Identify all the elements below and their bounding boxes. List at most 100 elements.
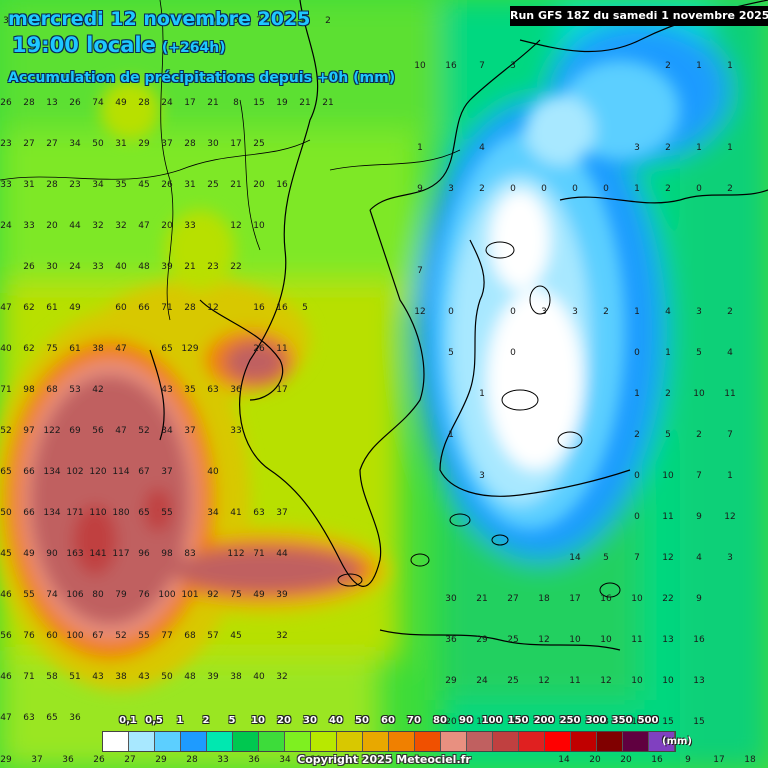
- grid-value: 35: [184, 385, 195, 395]
- grid-value: 65: [46, 713, 57, 723]
- grid-value: 33: [184, 221, 195, 231]
- grid-value: 101: [181, 590, 198, 600]
- grid-value: 52: [138, 426, 149, 436]
- grid-value: 97: [23, 426, 34, 436]
- grid-value: 66: [138, 303, 150, 313]
- legend-swatch: [311, 732, 337, 751]
- grid-value: 9: [210, 16, 216, 26]
- grid-value: 9: [696, 512, 702, 522]
- grid-value: 16: [651, 755, 663, 765]
- grid-value: 21: [184, 262, 195, 272]
- grid-value: 39: [276, 590, 288, 600]
- grid-value: 11: [299, 16, 310, 26]
- grid-value: 4: [510, 717, 516, 727]
- grid-value: 2: [665, 61, 671, 71]
- grid-value: 32: [92, 221, 103, 231]
- grid-value: 25: [507, 676, 518, 686]
- grid-value: 24: [0, 221, 12, 231]
- grid-value: 27: [23, 139, 34, 149]
- legend-label: 10: [251, 715, 265, 726]
- grid-value: 98: [23, 385, 35, 395]
- grid-value: 36: [62, 755, 74, 765]
- legend-swatch: [155, 732, 181, 751]
- grid-value: 92: [207, 590, 218, 600]
- grid-value: 20: [46, 221, 58, 231]
- grid-value: 100: [66, 631, 83, 641]
- grid-value: 28: [186, 755, 198, 765]
- grid-value: 0: [696, 184, 702, 194]
- grid-value: 69: [69, 426, 81, 436]
- grid-value: 37: [276, 508, 287, 518]
- grid-value: 15: [693, 717, 704, 727]
- grid-value: 28: [23, 98, 35, 108]
- grid-value: 32: [115, 221, 126, 231]
- grid-value: 31: [310, 755, 321, 765]
- legend-label: 0,1: [119, 715, 137, 726]
- grid-value: 3: [634, 143, 640, 153]
- grid-value: 5: [603, 553, 609, 563]
- forecast-offset: (+264h): [161, 40, 226, 56]
- legend-label: 150: [507, 715, 529, 726]
- grid-value: 44: [276, 549, 288, 559]
- grid-value: 0: [448, 307, 454, 317]
- grid-value: 49: [69, 303, 81, 313]
- grid-value: 56: [92, 426, 104, 436]
- grid-value: 47: [138, 221, 149, 231]
- grid-value: 1: [727, 61, 733, 71]
- grid-value: 11: [724, 389, 735, 399]
- grid-value: 48: [138, 262, 150, 272]
- grid-value: 33: [92, 262, 103, 272]
- grid-value: 16: [276, 303, 288, 313]
- grid-value: 76: [23, 631, 35, 641]
- legend-swatch: [623, 732, 649, 751]
- grid-value: 37: [184, 426, 195, 436]
- grid-value: 180: [112, 508, 129, 518]
- grid-value: 2: [479, 184, 485, 194]
- grid-value: 21: [299, 98, 310, 108]
- grid-value: 2: [665, 143, 671, 153]
- grid-value: 36: [248, 755, 260, 765]
- grid-value: 45: [138, 180, 149, 190]
- grid-value: 43: [161, 385, 172, 395]
- run-label: Run GFS 18Z du samedi 1 novembre 2025: [510, 6, 768, 26]
- grid-value: 74: [92, 98, 104, 108]
- grid-value: 12: [230, 221, 241, 231]
- grid-value: 2: [603, 307, 609, 317]
- legend-label: 2: [202, 715, 210, 726]
- grid-value: 49: [115, 98, 127, 108]
- grid-value: 63: [253, 508, 264, 518]
- grid-value: 7: [727, 430, 733, 440]
- grid-value: 50: [0, 508, 12, 518]
- grid-value: 100: [158, 590, 175, 600]
- precip-field-detail: [0, 60, 680, 690]
- grid-value: 17: [569, 594, 580, 604]
- grid-value: 1: [448, 430, 454, 440]
- grid-value: 96: [138, 549, 150, 559]
- grid-value: 20: [589, 755, 601, 765]
- grid-value: 26: [69, 98, 81, 108]
- grid-value: 15: [662, 717, 673, 727]
- legend-label: 30: [303, 715, 317, 726]
- grid-value: 171: [66, 508, 83, 518]
- grid-value: 57: [207, 631, 218, 641]
- borders: [0, 0, 461, 321]
- grid-value: 43: [92, 672, 103, 682]
- grid-value: 114: [112, 467, 129, 477]
- grid-value: 0: [603, 184, 609, 194]
- grid-value: 11: [276, 344, 287, 354]
- grid-value: 3: [448, 184, 454, 194]
- legend-swatch: [597, 732, 623, 751]
- grid-value: 17: [713, 755, 724, 765]
- grid-value: 2: [325, 16, 331, 26]
- grid-value: 1: [727, 143, 733, 153]
- value-grid: 3 18 9 5 7 4 11 226 28 13 26 74 49 28 24 17 21 8 15 19 21 212…: [0, 16, 756, 765]
- grid-value: 4: [665, 307, 671, 317]
- grid-value: 12: [662, 553, 673, 563]
- grid-value: 16: [276, 180, 288, 190]
- grid-value: 15: [253, 98, 264, 108]
- grid-value: 27: [46, 139, 57, 149]
- grid-value: 29: [155, 755, 167, 765]
- legend-swatch: [181, 732, 207, 751]
- legend-swatch: [571, 732, 597, 751]
